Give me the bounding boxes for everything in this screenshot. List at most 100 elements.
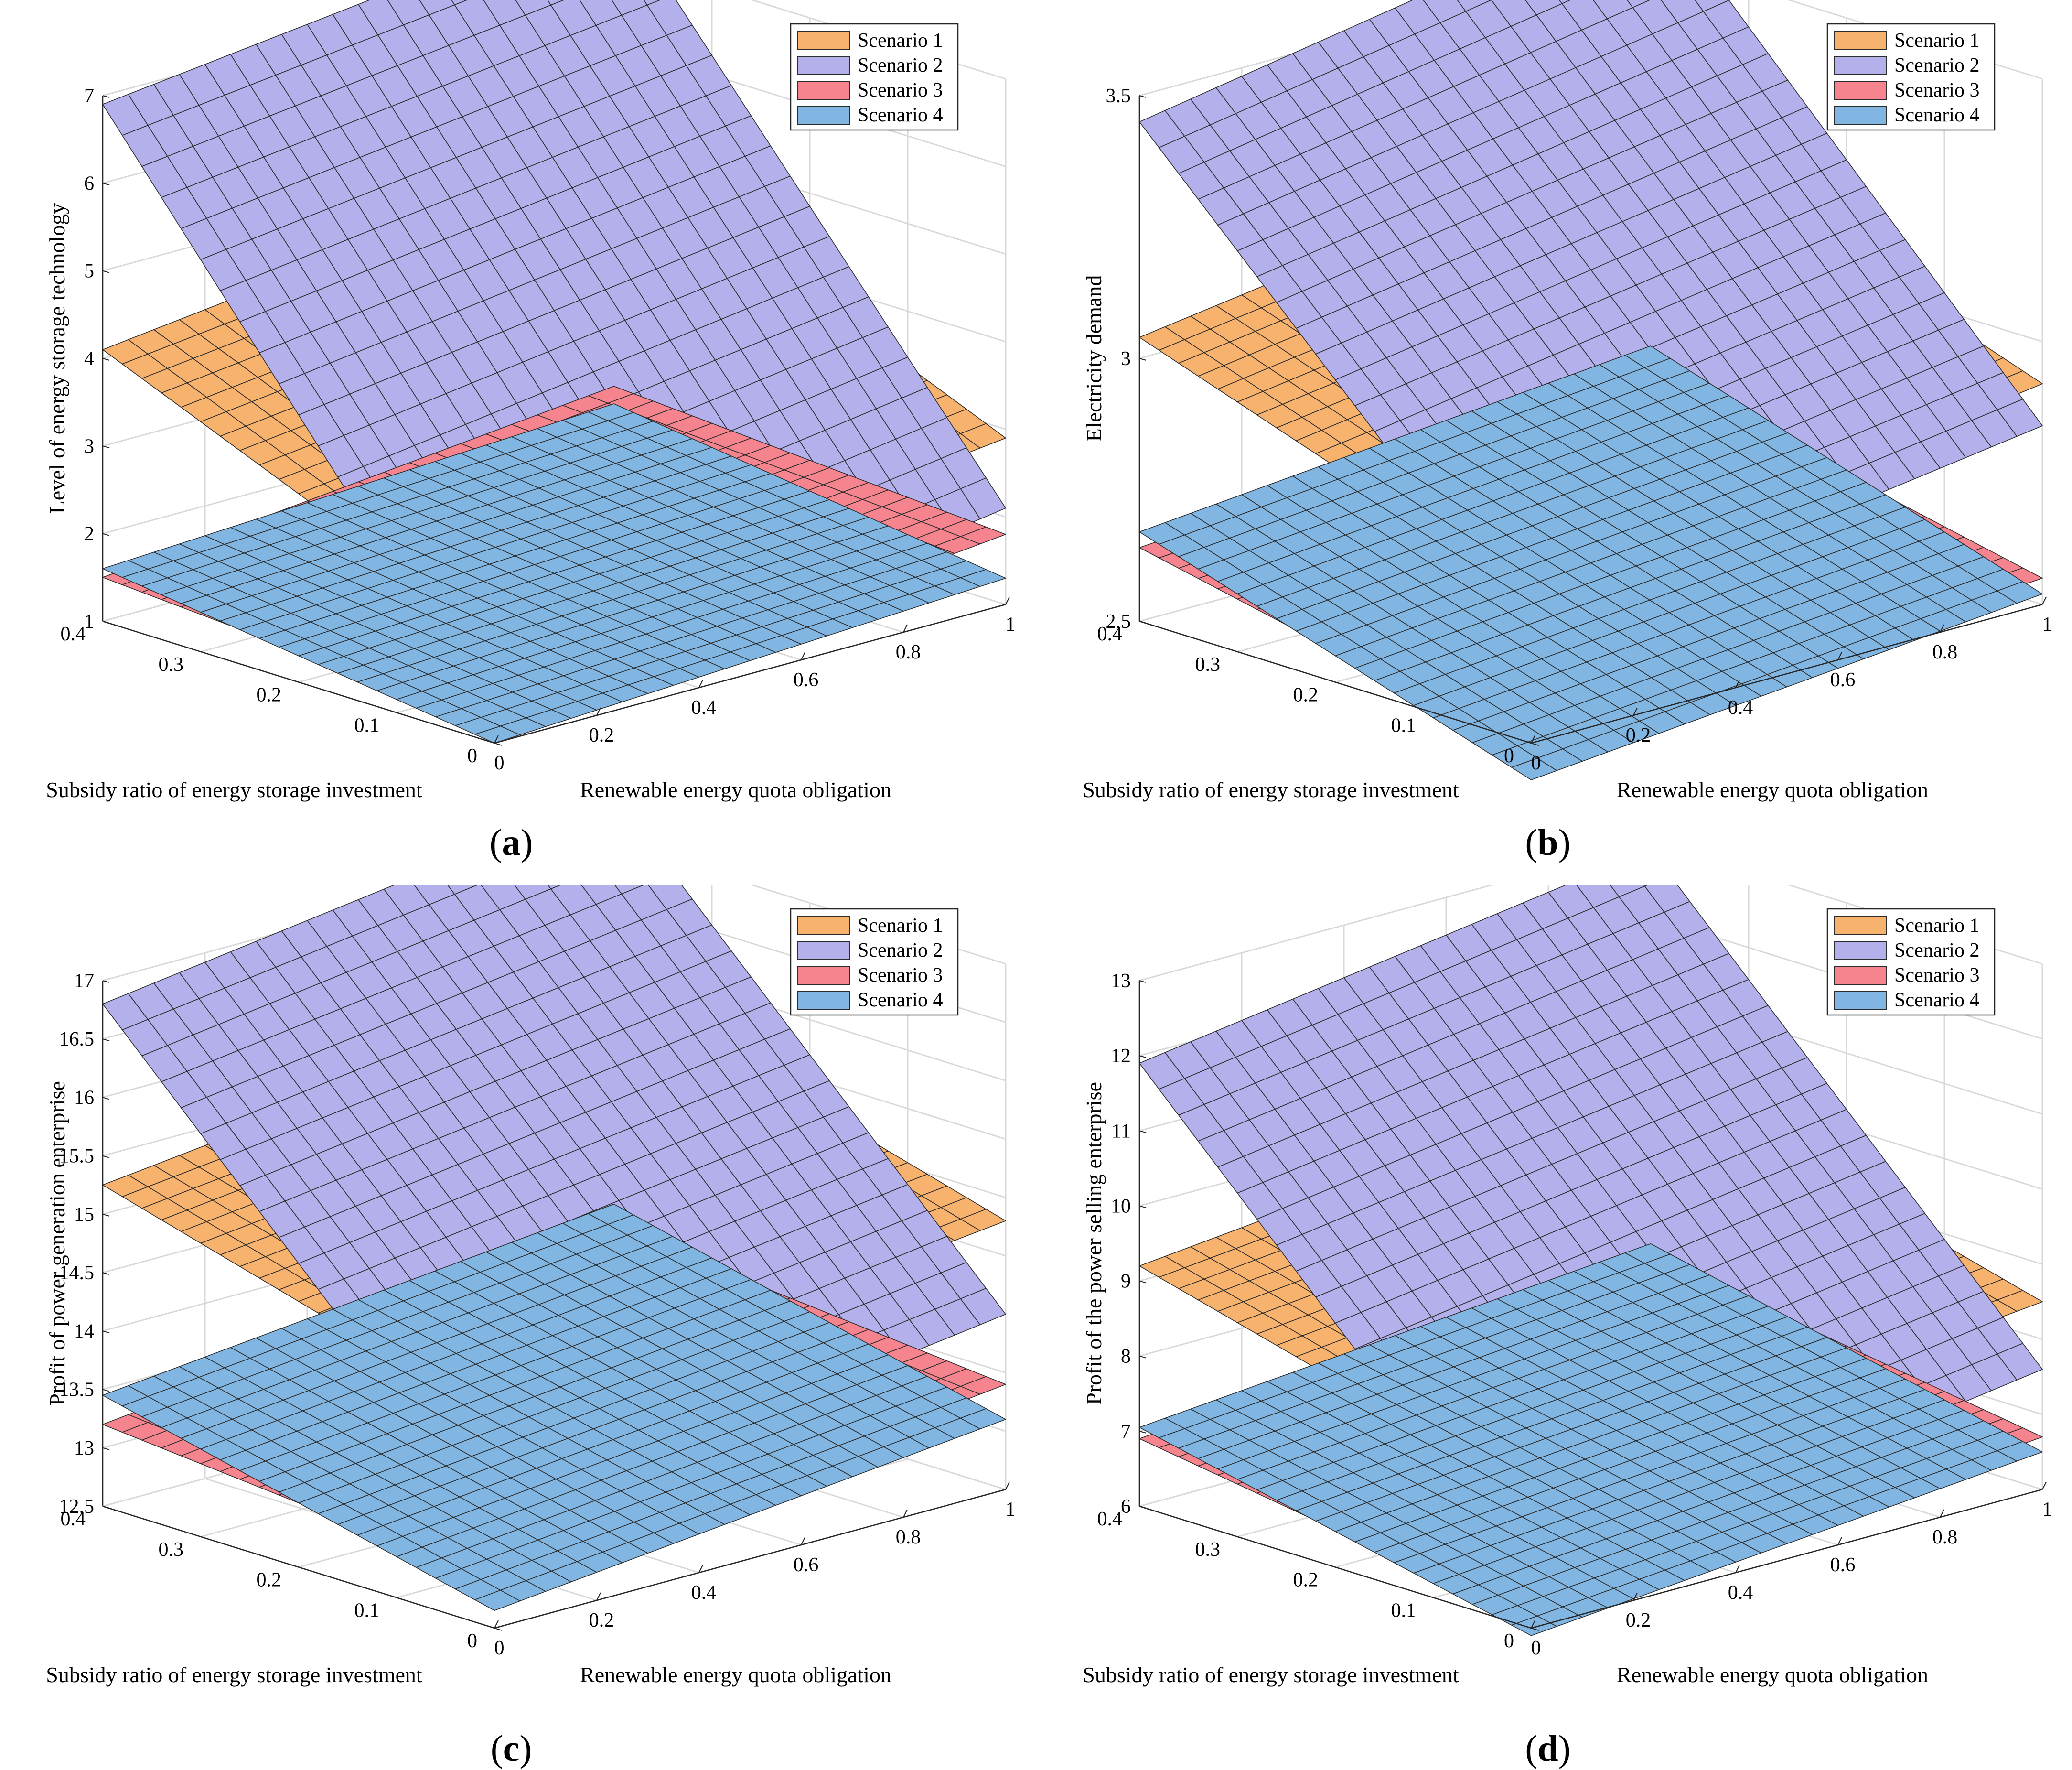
legend-swatch: [1834, 81, 1887, 100]
z-tick-label: 16.5: [59, 1028, 95, 1050]
y-tick-label: 0.3: [1195, 654, 1221, 676]
surface-cell: [474, 725, 521, 744]
axis-lines: [1138, 95, 2047, 746]
axis-lines: [102, 95, 1010, 746]
y-tick-label: 0.4: [61, 623, 86, 645]
x-tick-label: 0.8: [1932, 641, 1958, 663]
y-tick-label: 0.3: [159, 1539, 184, 1561]
legend-label: Scenario 4: [1894, 104, 1979, 126]
legend-label: Scenario 2: [858, 54, 943, 76]
y-tick-label: 0.4: [1097, 623, 1123, 645]
legend-label: Scenario 3: [858, 79, 943, 101]
panel-a: 1 2 3 4 5 6 7 0 0.2 0.4 0.6 0.8 1 0 0.1 0.2 0.3 0.4 Level …: [0, 0, 1022, 863]
caption-a: (a): [489, 821, 533, 863]
panel-c: 12.5 13 13.5 14 14.5 15 15.5 16 16.5 17 0 0.2 0.4 0.6…: [0, 885, 1022, 1769]
y-tick-label: 0.3: [159, 654, 184, 676]
legend-label: Scenario 3: [1894, 79, 1979, 101]
legend-label: Scenario 1: [858, 30, 943, 52]
z-tick-label: 14.5: [59, 1262, 95, 1284]
legend-label: Scenario 1: [858, 915, 943, 937]
y-axis-label: Subsidy ratio of energy storage investme…: [46, 1662, 422, 1687]
z-tick-label: 17: [74, 970, 94, 992]
y-tick-label: 0: [467, 1630, 477, 1652]
z-tick-label: 15.5: [59, 1145, 95, 1167]
surface-scenario-4: [102, 403, 1006, 744]
x-axis-label: Renewable energy quota obligation: [580, 777, 891, 802]
legend-swatch: [1834, 56, 1887, 75]
caption-b: (b): [1525, 821, 1571, 863]
z-tick-label: 7: [84, 85, 94, 107]
y-tick-label: 0: [467, 745, 477, 767]
x-tick-label: 0.4: [691, 697, 717, 719]
y-tick-label: 0.2: [1293, 684, 1319, 706]
y-tick-label: 0: [1504, 745, 1514, 767]
x-tick-label: 0: [494, 1637, 505, 1659]
z-tick-label: 14: [74, 1320, 94, 1342]
surfaces: [1139, 0, 2043, 780]
legend-label: Scenario 4: [858, 104, 943, 126]
axis-lines: [102, 980, 1010, 1631]
surface-chart-c: 12.51313.51414.51515.51616.51700.20.40.6…: [45, 885, 1016, 1687]
z-tick-label: 3: [84, 435, 94, 457]
x-tick-label: 0.6: [794, 669, 819, 691]
x-tick-label: 0.2: [589, 724, 614, 746]
x-axis-label: Renewable energy quota obligation: [580, 1662, 891, 1687]
legend-label: Scenario 2: [858, 939, 943, 961]
panel-d: 6 7 8 9 10 11 12 13 0 0.2 0.4 0.6 0.8 1 0 0.1 0.2 0.3 0.4 P…: [1037, 885, 2059, 1769]
x-tick-label: 0.6: [1830, 669, 1856, 691]
x-tick-label: 1: [1006, 614, 1016, 636]
x-tick-label: 0.4: [1728, 697, 1753, 719]
z-tick-label: 3: [1121, 348, 1131, 370]
x-axis-label: Renewable energy quota obligation: [1617, 777, 1928, 802]
z-tick-label: 1: [84, 611, 94, 633]
z-tick-label: 16: [74, 1087, 94, 1109]
surfaces: [102, 0, 1006, 744]
legend-label: Scenario 1: [1894, 30, 1979, 52]
y-tick-label: 0.1: [354, 1599, 380, 1621]
z-axis-label: Profit of power generation enterprise: [45, 1081, 69, 1406]
z-tick-label: 5: [84, 260, 94, 282]
legend-swatch: [797, 31, 850, 50]
x-tick-label: 0.6: [794, 1554, 819, 1576]
surfaces: [1139, 885, 2043, 1636]
z-axis-label: Level of energy storage technology: [45, 203, 69, 514]
legend-swatch: [797, 916, 850, 935]
caption-c: (c): [490, 1727, 532, 1769]
legend-label: Scenario 4: [858, 989, 943, 1011]
legend-label: Scenario 3: [858, 964, 943, 986]
surface-scenario-4: [102, 1203, 1006, 1611]
x-tick-label: 0: [494, 752, 505, 774]
y-tick-label: 0.2: [257, 1569, 282, 1591]
legend-label: Scenario 2: [1894, 54, 1979, 76]
x-tick-label: 0.8: [896, 1526, 921, 1548]
legend-swatch: [797, 106, 850, 125]
y-tick-label: 0.2: [257, 684, 282, 706]
x-tick-label: 0.2: [589, 1609, 614, 1631]
x-tick-label: 0.2: [1626, 724, 1651, 746]
x-tick-label: 0.4: [691, 1582, 717, 1604]
legend-swatch: [797, 941, 850, 960]
z-axis-label: Electricity demand: [1082, 275, 1106, 442]
z-tick-label: 2: [84, 523, 94, 545]
legend-swatch: [797, 56, 850, 75]
surface-scenario-4: [1139, 345, 2043, 780]
z-tick-label: 15: [74, 1204, 94, 1226]
z-tick-label: 12.5: [59, 1496, 95, 1518]
surface-cell: [474, 1590, 521, 1611]
x-tick-label: 0: [1531, 752, 1541, 774]
z-tick-label: 4: [84, 348, 94, 370]
z-tick-label: 13.5: [59, 1379, 95, 1401]
legend-swatch: [1834, 106, 1887, 125]
y-axis-label: Subsidy ratio of energy storage investme…: [46, 777, 422, 802]
legend-swatch: [1834, 31, 1887, 50]
surface-chart-b: 2.533.500.20.40.60.8100.10.20.30.4Electr…: [1082, 0, 2052, 802]
surface-chart-d: 67891011121300.20.40.60.8100.10.20.30.4P…: [1082, 885, 2052, 1687]
panel-b: 2.5 3 3.5 0 0.2 0.4 0.6 0.8 1 0 0.1 0.2 0.3 0.4 Electr…: [1037, 0, 2059, 863]
legend-swatch: [797, 81, 850, 100]
z-tick-label: 6: [84, 173, 94, 194]
y-tick-label: 0.1: [354, 714, 380, 736]
